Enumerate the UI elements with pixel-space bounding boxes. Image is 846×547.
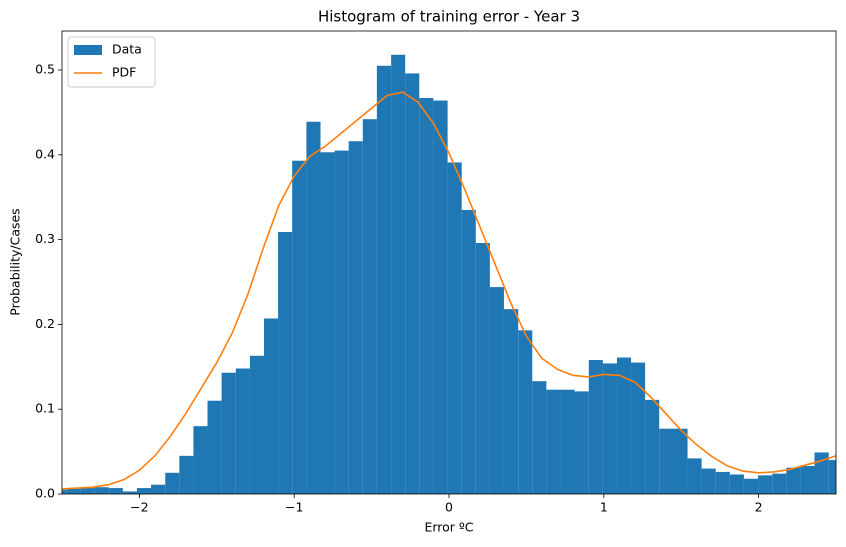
bar bbox=[645, 399, 660, 494]
bar bbox=[447, 162, 462, 494]
y-tick-label: 0.2 bbox=[35, 316, 55, 331]
legend-label: Data bbox=[112, 42, 142, 57]
bar bbox=[391, 54, 406, 494]
bar bbox=[758, 475, 773, 494]
bar bbox=[249, 355, 265, 494]
y-axis-label: Probability/Cases bbox=[8, 208, 23, 315]
bar bbox=[94, 487, 109, 494]
bar bbox=[419, 97, 434, 494]
bar bbox=[503, 309, 519, 494]
bar bbox=[264, 318, 279, 494]
bar bbox=[489, 287, 504, 494]
bar bbox=[62, 489, 67, 494]
bar bbox=[814, 452, 829, 494]
bar bbox=[320, 152, 335, 494]
y-tick-label: 0.5 bbox=[35, 62, 55, 77]
bar bbox=[207, 400, 222, 494]
x-tick-label: −1 bbox=[285, 500, 303, 515]
bar bbox=[193, 426, 208, 494]
bar bbox=[729, 474, 744, 494]
bar bbox=[631, 362, 646, 494]
legend-swatch bbox=[74, 45, 102, 55]
x-tick-label: 1 bbox=[600, 500, 608, 515]
bar bbox=[518, 330, 533, 494]
bar bbox=[828, 460, 836, 494]
legend-label: PDF bbox=[112, 65, 136, 80]
x-tick-label: 2 bbox=[755, 500, 763, 515]
bar bbox=[235, 368, 250, 494]
plot-area bbox=[62, 54, 836, 494]
bar bbox=[165, 472, 180, 494]
bar bbox=[80, 488, 95, 494]
bar bbox=[306, 121, 321, 494]
bar bbox=[616, 357, 632, 494]
bar bbox=[278, 231, 293, 494]
bar bbox=[136, 488, 152, 494]
bar bbox=[701, 468, 716, 494]
bar bbox=[715, 471, 730, 494]
bar bbox=[475, 242, 490, 494]
bar bbox=[588, 360, 603, 494]
y-tick-label: 0.0 bbox=[35, 486, 55, 501]
bar bbox=[221, 372, 236, 494]
bar bbox=[461, 209, 476, 494]
bar bbox=[405, 73, 420, 494]
bar bbox=[376, 65, 392, 494]
bar bbox=[574, 391, 589, 494]
chart-title: Histogram of training error - Year 3 bbox=[318, 8, 580, 26]
bar bbox=[532, 381, 547, 494]
bar bbox=[108, 488, 123, 494]
bar bbox=[151, 484, 166, 494]
bar bbox=[786, 467, 801, 494]
y-tick-label: 0.4 bbox=[35, 146, 55, 161]
bar bbox=[772, 473, 787, 494]
bar bbox=[362, 119, 377, 494]
bar bbox=[673, 428, 688, 494]
x-axis-label: Error ºC bbox=[424, 520, 473, 535]
x-tick-label: 0 bbox=[445, 500, 453, 515]
bar bbox=[560, 389, 575, 494]
bar bbox=[546, 389, 561, 494]
bar bbox=[687, 458, 702, 494]
y-tick-label: 0.3 bbox=[35, 231, 55, 246]
bar bbox=[348, 141, 363, 494]
bar bbox=[800, 466, 815, 494]
bar bbox=[122, 491, 137, 494]
bar bbox=[179, 455, 194, 494]
bar bbox=[334, 150, 349, 494]
y-tick-label: 0.1 bbox=[35, 401, 55, 416]
bar bbox=[292, 160, 307, 494]
x-tick-label: −2 bbox=[130, 500, 148, 515]
bar bbox=[433, 100, 448, 494]
pdf-line bbox=[62, 91, 836, 490]
bar bbox=[66, 488, 81, 494]
bar bbox=[743, 478, 759, 494]
bar bbox=[659, 428, 674, 494]
bar bbox=[602, 363, 617, 494]
